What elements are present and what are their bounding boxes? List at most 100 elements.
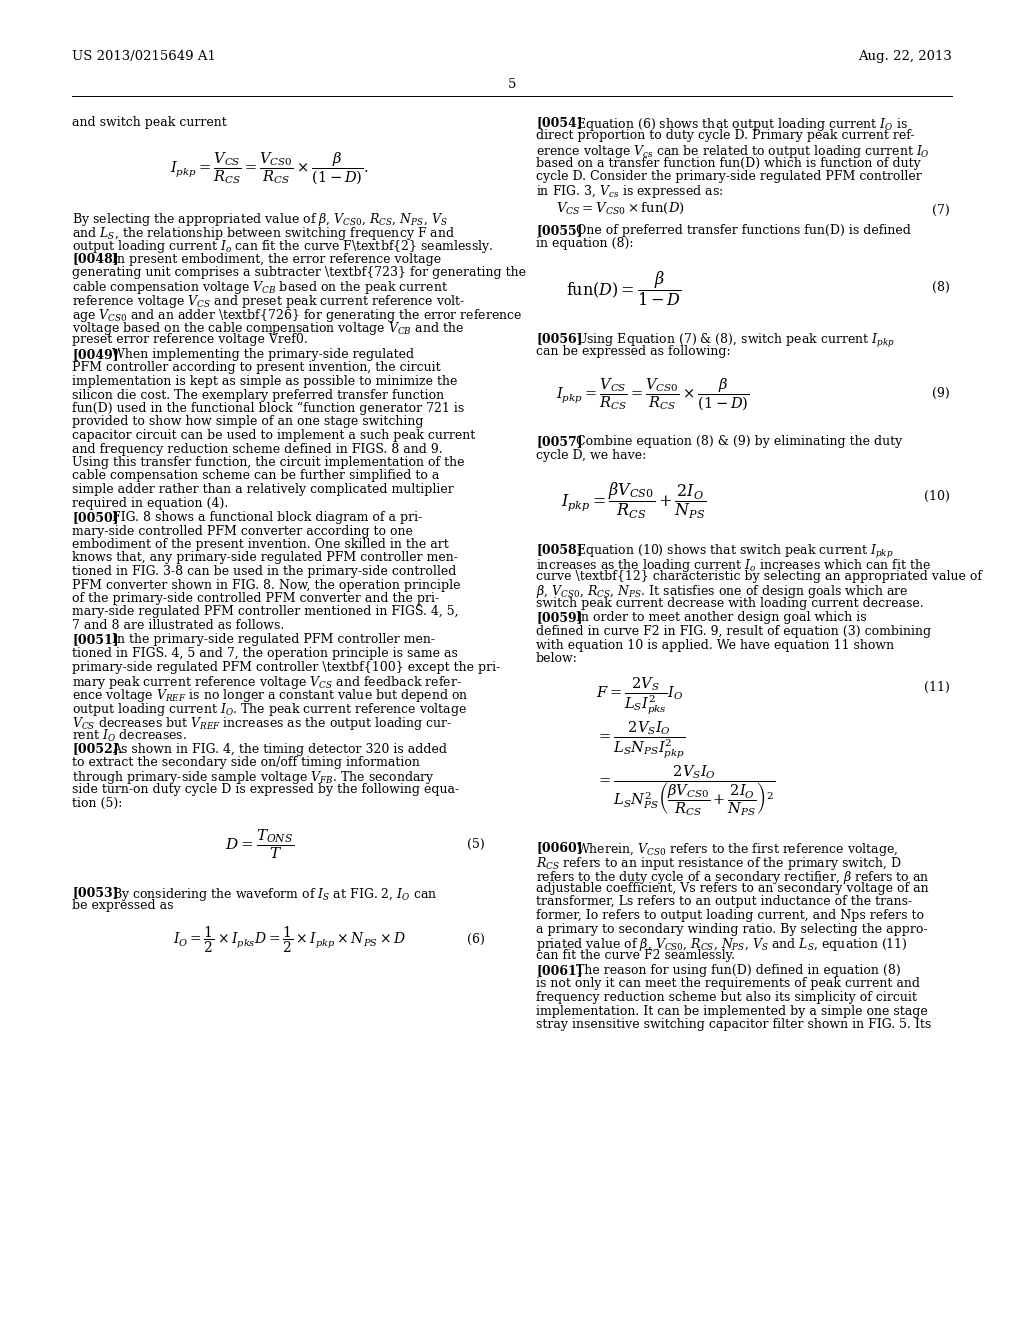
Text: and $L_S$, the relationship between switching frequency F and: and $L_S$, the relationship between swit… <box>72 224 455 242</box>
Text: required in equation (4).: required in equation (4). <box>72 496 228 510</box>
Text: [0060]: [0060] <box>536 842 583 854</box>
Text: Using this transfer function, the circuit implementation of the: Using this transfer function, the circui… <box>72 455 465 469</box>
Text: output loading current $I_O$. The peak current reference voltage: output loading current $I_O$. The peak c… <box>72 701 467 718</box>
Text: 5: 5 <box>508 78 516 91</box>
Text: $= \dfrac{2V_S I_O}{L_S N_{PS} I_{pkp}^2}$: $= \dfrac{2V_S I_O}{L_S N_{PS} I_{pkp}^2… <box>596 719 685 760</box>
Text: tioned in FIGS. 4, 5 and 7, the operation principle is same as: tioned in FIGS. 4, 5 and 7, the operatio… <box>72 647 458 660</box>
Text: defined in curve F2 in FIG. 9, result of equation (3) combining: defined in curve F2 in FIG. 9, result of… <box>536 624 931 638</box>
Text: 7 and 8 are illustrated as follows.: 7 and 8 are illustrated as follows. <box>72 619 285 632</box>
Text: (6): (6) <box>467 933 485 946</box>
Text: be expressed as: be expressed as <box>72 899 173 912</box>
Text: $F = \dfrac{2V_S}{L_S I_{pks}^2} I_O$: $F = \dfrac{2V_S}{L_S I_{pks}^2} I_O$ <box>596 676 683 717</box>
Text: knows that, any primary-side regulated PFM controller men-: knows that, any primary-side regulated P… <box>72 552 458 565</box>
Text: When implementing the primary-side regulated: When implementing the primary-side regul… <box>112 348 414 360</box>
Text: through primary-side sample voltage $V_{FB}$. The secondary: through primary-side sample voltage $V_{… <box>72 770 435 787</box>
Text: [0053]: [0053] <box>72 886 119 899</box>
Text: side turn-on duty cycle D is expressed by the following equa-: side turn-on duty cycle D is expressed b… <box>72 783 459 796</box>
Text: former, Io refers to output loading current, and Nps refers to: former, Io refers to output loading curr… <box>536 909 924 921</box>
Text: implementation is kept as simple as possible to minimize the: implementation is kept as simple as poss… <box>72 375 458 388</box>
Text: mary-side regulated PFM controller mentioned in FIGS. 4, 5,: mary-side regulated PFM controller menti… <box>72 606 459 619</box>
Text: implementation. It can be implemented by a simple one stage: implementation. It can be implemented by… <box>536 1005 928 1018</box>
Text: is not only it can meet the requirements of peak current and: is not only it can meet the requirements… <box>536 978 920 990</box>
Text: [0049]: [0049] <box>72 348 119 360</box>
Text: $I_O = \dfrac{1}{2} \times I_{pks}D = \dfrac{1}{2} \times I_{pkp} \times N_{PS} : $I_O = \dfrac{1}{2} \times I_{pks}D = \d… <box>173 925 407 956</box>
Text: fun(D) used in the functional block “function generator 721 is: fun(D) used in the functional block “fun… <box>72 403 464 416</box>
Text: [0054]: [0054] <box>536 116 583 129</box>
Text: (8): (8) <box>932 281 950 294</box>
Text: adjustable coefficient, Vs refers to an secondary voltage of an: adjustable coefficient, Vs refers to an … <box>536 882 929 895</box>
Text: erence voltage $V_{cs}$ can be related to output loading current $I_O$: erence voltage $V_{cs}$ can be related t… <box>536 143 930 160</box>
Text: US 2013/0215649 A1: US 2013/0215649 A1 <box>72 50 216 63</box>
Text: mary-side controlled PFM converter according to one: mary-side controlled PFM converter accor… <box>72 524 413 537</box>
Text: age $V_{CS0}$ and an adder \textbf{726} for generating the error reference: age $V_{CS0}$ and an adder \textbf{726} … <box>72 306 522 323</box>
Text: mary peak current reference voltage $V_{CS}$ and feedback refer-: mary peak current reference voltage $V_{… <box>72 675 462 690</box>
Text: $= \dfrac{2V_S I_O}{L_S N_{PS}^2 \left(\dfrac{\beta V_{CS0}}{R_{CS}} + \dfrac{2I: $= \dfrac{2V_S I_O}{L_S N_{PS}^2 \left(\… <box>596 763 775 818</box>
Text: Combine equation (8) & (9) by eliminating the duty: Combine equation (8) & (9) by eliminatin… <box>575 436 902 447</box>
Text: [0055]: [0055] <box>536 224 583 238</box>
Text: (11): (11) <box>924 681 950 693</box>
Text: (9): (9) <box>932 387 950 400</box>
Text: PFM controller according to present invention, the circuit: PFM controller according to present inve… <box>72 362 440 375</box>
Text: cable compensation scheme can be further simplified to a: cable compensation scheme can be further… <box>72 470 439 483</box>
Text: Aug. 22, 2013: Aug. 22, 2013 <box>858 50 952 63</box>
Text: In order to meet another design goal which is: In order to meet another design goal whi… <box>575 611 866 624</box>
Text: provided to show how simple of an one stage switching: provided to show how simple of an one st… <box>72 416 424 429</box>
Text: refers to the duty cycle of a secondary rectifier, $\beta$ refers to an: refers to the duty cycle of a secondary … <box>536 869 930 886</box>
Text: of the primary-side controlled PFM converter and the pri-: of the primary-side controlled PFM conve… <box>72 591 439 605</box>
Text: with equation 10 is applied. We have equation 11 shown: with equation 10 is applied. We have equ… <box>536 639 894 652</box>
Text: In present embodiment, the error reference voltage: In present embodiment, the error referen… <box>112 252 441 265</box>
Text: [0048]: [0048] <box>72 252 119 265</box>
Text: FIG. 8 shows a functional block diagram of a pri-: FIG. 8 shows a functional block diagram … <box>112 511 422 524</box>
Text: $I_{pkp} = \dfrac{\beta V_{CS0}}{R_{CS}} + \dfrac{2I_O}{N_{PS}}$: $I_{pkp} = \dfrac{\beta V_{CS0}}{R_{CS}}… <box>561 480 707 520</box>
Text: can fit the curve F2 seamlessly.: can fit the curve F2 seamlessly. <box>536 949 735 962</box>
Text: reference voltage $V_{CS}$ and preset peak current reference volt-: reference voltage $V_{CS}$ and preset pe… <box>72 293 466 310</box>
Text: Equation (10) shows that switch peak current $I_{pkp}$: Equation (10) shows that switch peak cur… <box>575 543 894 561</box>
Text: [0056]: [0056] <box>536 333 583 345</box>
Text: By selecting the appropriated value of $\beta$, $V_{CS0}$, $R_{CS}$, $N_{PS}$, $: By selecting the appropriated value of $… <box>72 211 447 228</box>
Text: direct proportion to duty cycle D. Primary peak current ref-: direct proportion to duty cycle D. Prima… <box>536 129 914 143</box>
Text: rent $I_O$ decreases.: rent $I_O$ decreases. <box>72 729 187 744</box>
Text: $D = \dfrac{T_{ONS}}{T}$: $D = \dfrac{T_{ONS}}{T}$ <box>225 828 294 861</box>
Text: PFM converter shown in FIG. 8. Now, the operation principle: PFM converter shown in FIG. 8. Now, the … <box>72 578 461 591</box>
Text: [0059]: [0059] <box>536 611 583 624</box>
Text: primary-side regulated PFM controller \textbf{100} except the pri-: primary-side regulated PFM controller \t… <box>72 660 501 673</box>
Text: curve \textbf{12} characteristic by selecting an appropriated value of: curve \textbf{12} characteristic by sele… <box>536 570 982 583</box>
Text: (10): (10) <box>924 490 950 503</box>
Text: [0061]: [0061] <box>536 964 583 977</box>
Text: preset error reference voltage Vref0.: preset error reference voltage Vref0. <box>72 334 308 346</box>
Text: (7): (7) <box>932 205 950 216</box>
Text: By considering the waveform of $I_S$ at FIG. 2, $I_O$ can: By considering the waveform of $I_S$ at … <box>112 886 437 903</box>
Text: generating unit comprises a subtracter \textbf{723} for generating the: generating unit comprises a subtracter \… <box>72 267 526 279</box>
Text: The reason for using fun(D) defined in equation (8): The reason for using fun(D) defined in e… <box>575 964 901 977</box>
Text: output loading current $I_o$ can fit the curve F\textbf{2} seamlessly.: output loading current $I_o$ can fit the… <box>72 238 494 255</box>
Text: As shown in FIG. 4, the timing detector 320 is added: As shown in FIG. 4, the timing detector … <box>112 742 447 755</box>
Text: $I_{pkp} = \dfrac{V_{CS}}{R_{CS}} = \dfrac{V_{CS0}}{R_{CS}} \times \dfrac{\beta}: $I_{pkp} = \dfrac{V_{CS}}{R_{CS}} = \dfr… <box>170 150 369 187</box>
Text: In the primary-side regulated PFM controller men-: In the primary-side regulated PFM contro… <box>112 634 435 647</box>
Text: tion (5):: tion (5): <box>72 796 123 809</box>
Text: Wherein, $V_{CS0}$ refers to the first reference voltage,: Wherein, $V_{CS0}$ refers to the first r… <box>575 842 898 858</box>
Text: [0051]: [0051] <box>72 634 119 647</box>
Text: $I_{pkp} = \dfrac{V_{CS}}{R_{CS}} = \dfrac{V_{CS0}}{R_{CS}} \times \dfrac{\beta}: $I_{pkp} = \dfrac{V_{CS}}{R_{CS}} = \dfr… <box>556 378 750 413</box>
Text: transformer, Ls refers to an output inductance of the trans-: transformer, Ls refers to an output indu… <box>536 895 912 908</box>
Text: $V_{CS}=V_{CS0}\times\mathrm{fun}(D)$: $V_{CS}=V_{CS0}\times\mathrm{fun}(D)$ <box>556 201 685 216</box>
Text: capacitor circuit can be used to implement a such peak current: capacitor circuit can be used to impleme… <box>72 429 475 442</box>
Text: silicon die cost. The exemplary preferred transfer function: silicon die cost. The exemplary preferre… <box>72 388 444 401</box>
Text: frequency reduction scheme but also its simplicity of circuit: frequency reduction scheme but also its … <box>536 991 916 1005</box>
Text: $\beta$, $V_{CS0}$, $R_{CS}$, $N_{PS}$. It satisfies one of design goals which a: $\beta$, $V_{CS0}$, $R_{CS}$, $N_{PS}$. … <box>536 583 908 601</box>
Text: priated value of $\beta$, $V_{CS0}$, $R_{CS}$, $N_{PS}$, $V_S$ and $L_S$, equati: priated value of $\beta$, $V_{CS0}$, $R_… <box>536 936 907 953</box>
Text: One of preferred transfer functions fun(D) is defined: One of preferred transfer functions fun(… <box>575 224 911 238</box>
Text: cable compensation voltage $V_{CB}$ based on the peak current: cable compensation voltage $V_{CB}$ base… <box>72 280 449 297</box>
Text: in equation (8):: in equation (8): <box>536 238 634 251</box>
Text: simple adder rather than a relatively complicated multiplier: simple adder rather than a relatively co… <box>72 483 454 496</box>
Text: [0058]: [0058] <box>536 543 583 556</box>
Text: switch peak current decrease with loading current decrease.: switch peak current decrease with loadin… <box>536 597 924 610</box>
Text: stray insensitive switching capacitor filter shown in FIG. 5. Its: stray insensitive switching capacitor fi… <box>536 1018 931 1031</box>
Text: increases as the loading current $I_o$ increases which can fit the: increases as the loading current $I_o$ i… <box>536 557 931 573</box>
Text: ence voltage $V_{REF}$ is no longer a constant value but depend on: ence voltage $V_{REF}$ is no longer a co… <box>72 688 468 705</box>
Text: $\mathrm{fun}(D) = \dfrac{\beta}{1-D}$: $\mathrm{fun}(D) = \dfrac{\beta}{1-D}$ <box>566 269 682 308</box>
Text: cycle D, we have:: cycle D, we have: <box>536 449 646 462</box>
Text: $R_{CS}$ refers to an input resistance of the primary switch, D: $R_{CS}$ refers to an input resistance o… <box>536 855 902 873</box>
Text: based on a transfer function fun(D) which is function of duty: based on a transfer function fun(D) whic… <box>536 157 921 169</box>
Text: [0050]: [0050] <box>72 511 119 524</box>
Text: voltage based on the cable compensation voltage $V_{CB}$ and the: voltage based on the cable compensation … <box>72 319 464 337</box>
